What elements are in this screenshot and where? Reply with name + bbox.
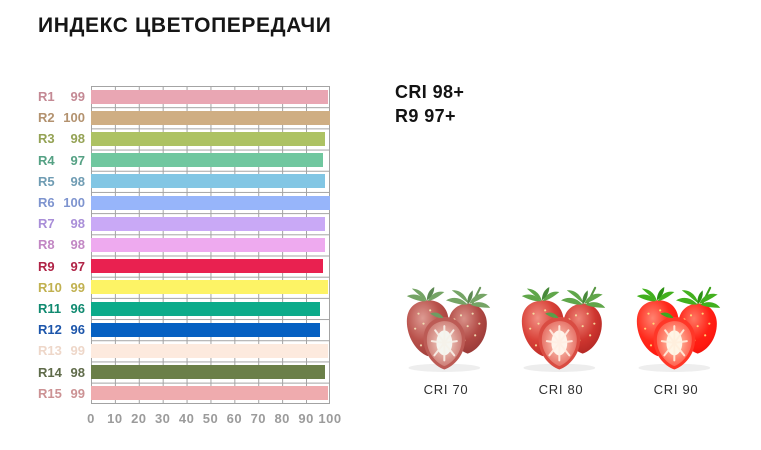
bar-r10 (91, 280, 328, 295)
bar-r12 (91, 322, 321, 337)
value-label: 98 (70, 131, 85, 147)
bar-r2 (91, 110, 330, 125)
cri80-label: CRI 80 (538, 382, 584, 397)
chart-row-label: R15 99 (38, 383, 85, 404)
bar-r7 (91, 216, 326, 231)
value-label: 99 (70, 89, 85, 105)
bar-r1 (91, 89, 328, 104)
x-tick-label: 0 (87, 411, 95, 426)
cri-summary-line1: CRI 98+ (395, 82, 465, 102)
category-label: R13 (38, 343, 62, 359)
x-tick-label: 80 (274, 411, 290, 426)
value-label: 100 (63, 195, 85, 211)
category-label: R10 (38, 279, 62, 295)
value-label: 99 (70, 385, 85, 401)
cri70-label: CRI 70 (423, 382, 469, 397)
chart-row-label: R1 99 (38, 86, 85, 107)
chart-x-axis: 0 10 20 30 40 50 60 70 80 90 100 (87, 411, 341, 427)
x-tick-label: 70 (250, 411, 267, 426)
bar-r5 (91, 174, 326, 189)
chart-row-label: R3 98 (38, 128, 85, 149)
x-tick-label: 40 (178, 411, 195, 426)
value-label: 100 (63, 110, 85, 126)
category-label: R2 (38, 110, 55, 126)
value-label: 98 (70, 364, 85, 380)
category-label: R11 (38, 300, 62, 316)
bar-r11 (91, 301, 321, 316)
x-tick-label: 20 (131, 411, 147, 426)
value-label: 99 (70, 279, 85, 295)
cri90-label: CRI 90 (653, 382, 699, 397)
category-label: R6 (38, 195, 55, 211)
chart-row-label: R6 100 (38, 192, 85, 213)
bar-r15 (91, 386, 328, 401)
category-label: R7 (38, 216, 55, 232)
bar-r4 (91, 153, 323, 168)
category-label: R15 (38, 385, 62, 401)
bar-r6 (91, 195, 330, 210)
chart-row-label: R7 98 (38, 213, 85, 234)
strawberry-image-cri-90: CRI 90 (626, 280, 726, 397)
strawberries-icon (396, 280, 496, 374)
category-label: R9 (38, 258, 55, 274)
value-label: 97 (70, 152, 85, 168)
bar-r8 (91, 238, 326, 252)
cri-comparison: CRI 70 CRI 80 CRI 90 (396, 280, 726, 397)
page-title: ИНДЕКС ЦВЕТОПЕРЕДАЧИ (38, 14, 332, 37)
value-label: 96 (70, 300, 85, 316)
value-label: 97 (70, 258, 85, 274)
chart-row-label: R11 96 (38, 298, 85, 319)
category-label: R4 (38, 152, 55, 168)
chart-row-label: R9 97 (38, 256, 85, 277)
chart-row-label: R8 98 (38, 234, 85, 255)
value-label: 96 (70, 322, 85, 338)
category-label: R12 (38, 322, 62, 338)
category-label: R8 (38, 237, 55, 253)
chart-row-labels: R1 99 R2 100 R3 98 R4 97 R5 98 R6 100 R7 98 R8 98 R9 97 R1… (38, 86, 85, 404)
strawberries-icon (626, 280, 726, 374)
chart-row-label: R2 100 (38, 107, 85, 128)
x-tick-label: 100 (318, 411, 342, 426)
value-label: 98 (70, 237, 85, 253)
cri-summary: CRI 98+ R9 97+ (395, 80, 464, 129)
x-tick-label: 30 (154, 411, 171, 426)
x-tick-label: 50 (202, 411, 219, 426)
value-label: 99 (70, 343, 85, 359)
chart-row-label: R13 99 (38, 340, 85, 361)
strawberries-icon (511, 280, 611, 374)
x-tick-label: 10 (107, 411, 123, 426)
bar-r3 (91, 132, 326, 146)
strawberry-image-cri-70: CRI 70 (396, 280, 496, 397)
chart-row-label: R4 97 (38, 150, 85, 171)
chart-row-label: R5 98 (38, 171, 85, 192)
category-label: R14 (38, 364, 62, 380)
category-label: R3 (38, 131, 55, 147)
chart-row-label: R14 98 (38, 361, 85, 382)
chart-row-label: R12 96 (38, 319, 85, 340)
x-tick-label: 60 (226, 411, 243, 426)
category-label: R5 (38, 173, 55, 189)
value-label: 98 (70, 173, 85, 189)
category-label: R1 (38, 89, 55, 105)
strawberry-image-cri-80: CRI 80 (511, 280, 611, 397)
bar-r13 (91, 344, 328, 358)
chart-row-label: R10 99 (38, 277, 85, 298)
x-tick-label: 90 (298, 411, 314, 426)
bar-r9 (91, 259, 323, 274)
cri-summary-line2: R9 97+ (395, 106, 456, 127)
chart-plot-area (91, 86, 330, 404)
value-label: 98 (70, 216, 85, 232)
bar-r14 (91, 365, 326, 380)
